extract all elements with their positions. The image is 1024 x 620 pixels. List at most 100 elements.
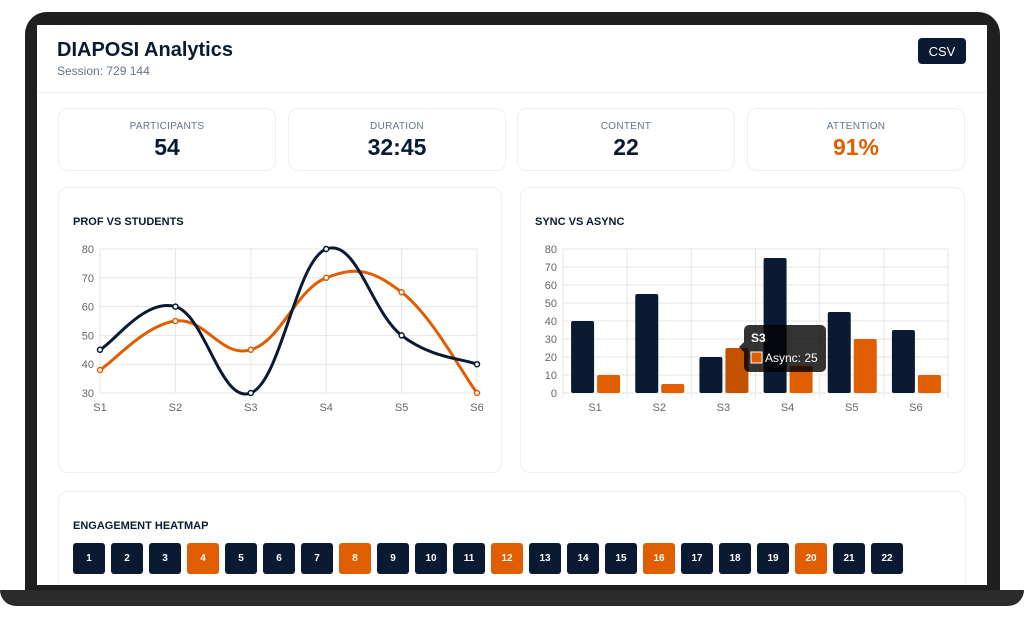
session-id: Session: 729 144 bbox=[57, 64, 150, 78]
bar-async[interactable] bbox=[597, 375, 621, 393]
y-tick-label: 30 bbox=[545, 334, 557, 346]
tooltip: S3 Async: 25 bbox=[739, 325, 826, 372]
csv-export-button[interactable]: CSV bbox=[918, 38, 966, 64]
data-point[interactable] bbox=[398, 332, 405, 339]
data-point[interactable] bbox=[322, 245, 330, 253]
x-tick-label: S5 bbox=[395, 402, 408, 414]
heatmap-cell[interactable]: 7 bbox=[301, 543, 333, 574]
heatmap-cell[interactable]: 1 bbox=[73, 543, 105, 574]
data-point[interactable] bbox=[473, 360, 481, 368]
x-tick-label: S4 bbox=[781, 402, 794, 414]
y-tick-label: 70 bbox=[82, 273, 94, 285]
heatmap-cell[interactable]: 21 bbox=[833, 543, 865, 574]
stat-label: PARTICIPANTS bbox=[129, 121, 205, 132]
heatmap-cell[interactable]: 22 bbox=[871, 543, 903, 574]
stat-attention: ATTENTION 91% bbox=[747, 108, 965, 171]
legend-swatch bbox=[750, 351, 763, 364]
heatmap-cell[interactable]: 19 bbox=[757, 543, 789, 574]
data-point[interactable] bbox=[172, 303, 179, 310]
bar-sync[interactable] bbox=[635, 294, 659, 393]
x-tick-label: S2 bbox=[169, 402, 182, 414]
y-tick-label: 50 bbox=[82, 330, 94, 342]
heatmap-cell[interactable]: 10 bbox=[415, 543, 447, 574]
stat-value: 32:45 bbox=[367, 134, 427, 160]
x-tick-label: S1 bbox=[93, 402, 106, 414]
heatmap-cell[interactable]: 4 bbox=[187, 543, 219, 574]
series-line-prof bbox=[99, 246, 478, 396]
data-point[interactable] bbox=[96, 346, 104, 354]
y-tick-label: 70 bbox=[545, 262, 557, 274]
heatmap-cell[interactable]: 14 bbox=[567, 543, 599, 574]
heatmap-cell[interactable]: 18 bbox=[719, 543, 751, 574]
y-tick-label: 10 bbox=[545, 370, 557, 382]
heatmap-card bbox=[58, 491, 966, 585]
y-tick-label: 60 bbox=[545, 280, 557, 292]
heatmap-cell[interactable]: 8 bbox=[339, 543, 371, 574]
data-point[interactable] bbox=[172, 317, 179, 325]
y-tick-label: 80 bbox=[82, 244, 94, 256]
stat-label: DURATION bbox=[370, 121, 424, 132]
x-tick-label: S2 bbox=[653, 402, 666, 414]
heatmap-cell[interactable]: 2 bbox=[111, 543, 143, 574]
x-tick-label: S6 bbox=[909, 402, 922, 414]
data-point[interactable] bbox=[398, 288, 405, 296]
bar-chart-title: SYNC VS ASYNC bbox=[535, 216, 625, 228]
line-chart-card bbox=[58, 187, 502, 473]
tooltip-title: S3 bbox=[751, 331, 766, 345]
bar-sync[interactable] bbox=[827, 312, 851, 393]
x-tick-label: S3 bbox=[717, 402, 730, 414]
heatmap-cell[interactable]: 12 bbox=[491, 543, 523, 574]
x-tick-label: S6 bbox=[470, 402, 483, 414]
bar-sync[interactable] bbox=[571, 321, 595, 393]
heatmap-cell[interactable]: 17 bbox=[681, 543, 713, 574]
y-tick-label: 30 bbox=[82, 388, 94, 400]
y-tick-label: 0 bbox=[551, 388, 557, 400]
y-tick-label: 50 bbox=[545, 298, 557, 310]
stat-value: 91% bbox=[832, 134, 880, 160]
bar-sync[interactable] bbox=[891, 330, 915, 393]
bar-async[interactable] bbox=[725, 348, 749, 393]
heatmap-cell[interactable]: 3 bbox=[149, 543, 181, 574]
stat-content: CONTENT 22 bbox=[517, 108, 735, 171]
heatmap-cell[interactable]: 6 bbox=[263, 543, 295, 574]
heatmap-cell[interactable]: 15 bbox=[605, 543, 637, 574]
heatmap-cell[interactable]: 20 bbox=[795, 543, 827, 574]
data-point[interactable] bbox=[247, 389, 255, 397]
bar-async[interactable] bbox=[853, 339, 877, 393]
data-point[interactable] bbox=[322, 274, 330, 282]
heatmap-cell[interactable]: 13 bbox=[529, 543, 561, 574]
bar-sync[interactable] bbox=[699, 357, 723, 393]
y-tick-label: 40 bbox=[545, 316, 557, 328]
x-tick-label: S1 bbox=[588, 402, 601, 414]
heatmap-cell[interactable]: 16 bbox=[643, 543, 675, 574]
divider bbox=[37, 92, 987, 93]
stat-participants: PARTICIPANTS 54 bbox=[58, 108, 276, 171]
heatmap-cell[interactable]: 11 bbox=[453, 543, 485, 574]
series-line-students bbox=[99, 269, 479, 394]
y-tick-label: 60 bbox=[82, 302, 94, 314]
stat-value: 22 bbox=[613, 134, 639, 160]
line-chart-title: PROF VS STUDENTS bbox=[73, 216, 184, 228]
bar-async[interactable] bbox=[661, 384, 685, 393]
heatmap-cell[interactable]: 5 bbox=[225, 543, 257, 574]
data-point[interactable] bbox=[247, 346, 255, 354]
stat-label: ATTENTION bbox=[826, 121, 886, 132]
x-tick-label: S5 bbox=[845, 402, 858, 414]
heatmap-cell[interactable]: 9 bbox=[377, 543, 409, 574]
y-tick-label: 20 bbox=[545, 352, 557, 364]
bar-async[interactable] bbox=[917, 375, 941, 393]
stat-duration: DURATION 32:45 bbox=[288, 108, 506, 171]
stat-label: CONTENT bbox=[600, 121, 652, 132]
x-tick-label: S3 bbox=[244, 402, 257, 414]
page-title: DIAPOSI Analytics bbox=[57, 39, 233, 61]
dashboard: DIAPOSI Analytics Session: 729 144 CSV P… bbox=[37, 25, 987, 585]
heatmap-title: ENGAGEMENT HEATMAP bbox=[73, 520, 209, 532]
data-point[interactable] bbox=[473, 389, 481, 397]
bar-chart-card bbox=[520, 187, 965, 473]
laptop-base bbox=[0, 590, 1024, 606]
y-tick-label: 40 bbox=[82, 359, 94, 371]
stat-value: 54 bbox=[154, 134, 180, 160]
bar-async[interactable] bbox=[789, 366, 813, 393]
data-point[interactable] bbox=[96, 366, 104, 374]
tooltip-text: Async: 25 bbox=[765, 351, 818, 365]
